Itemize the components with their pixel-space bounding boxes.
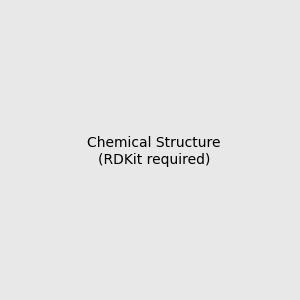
Text: Chemical Structure
(RDKit required): Chemical Structure (RDKit required) [87, 136, 220, 166]
